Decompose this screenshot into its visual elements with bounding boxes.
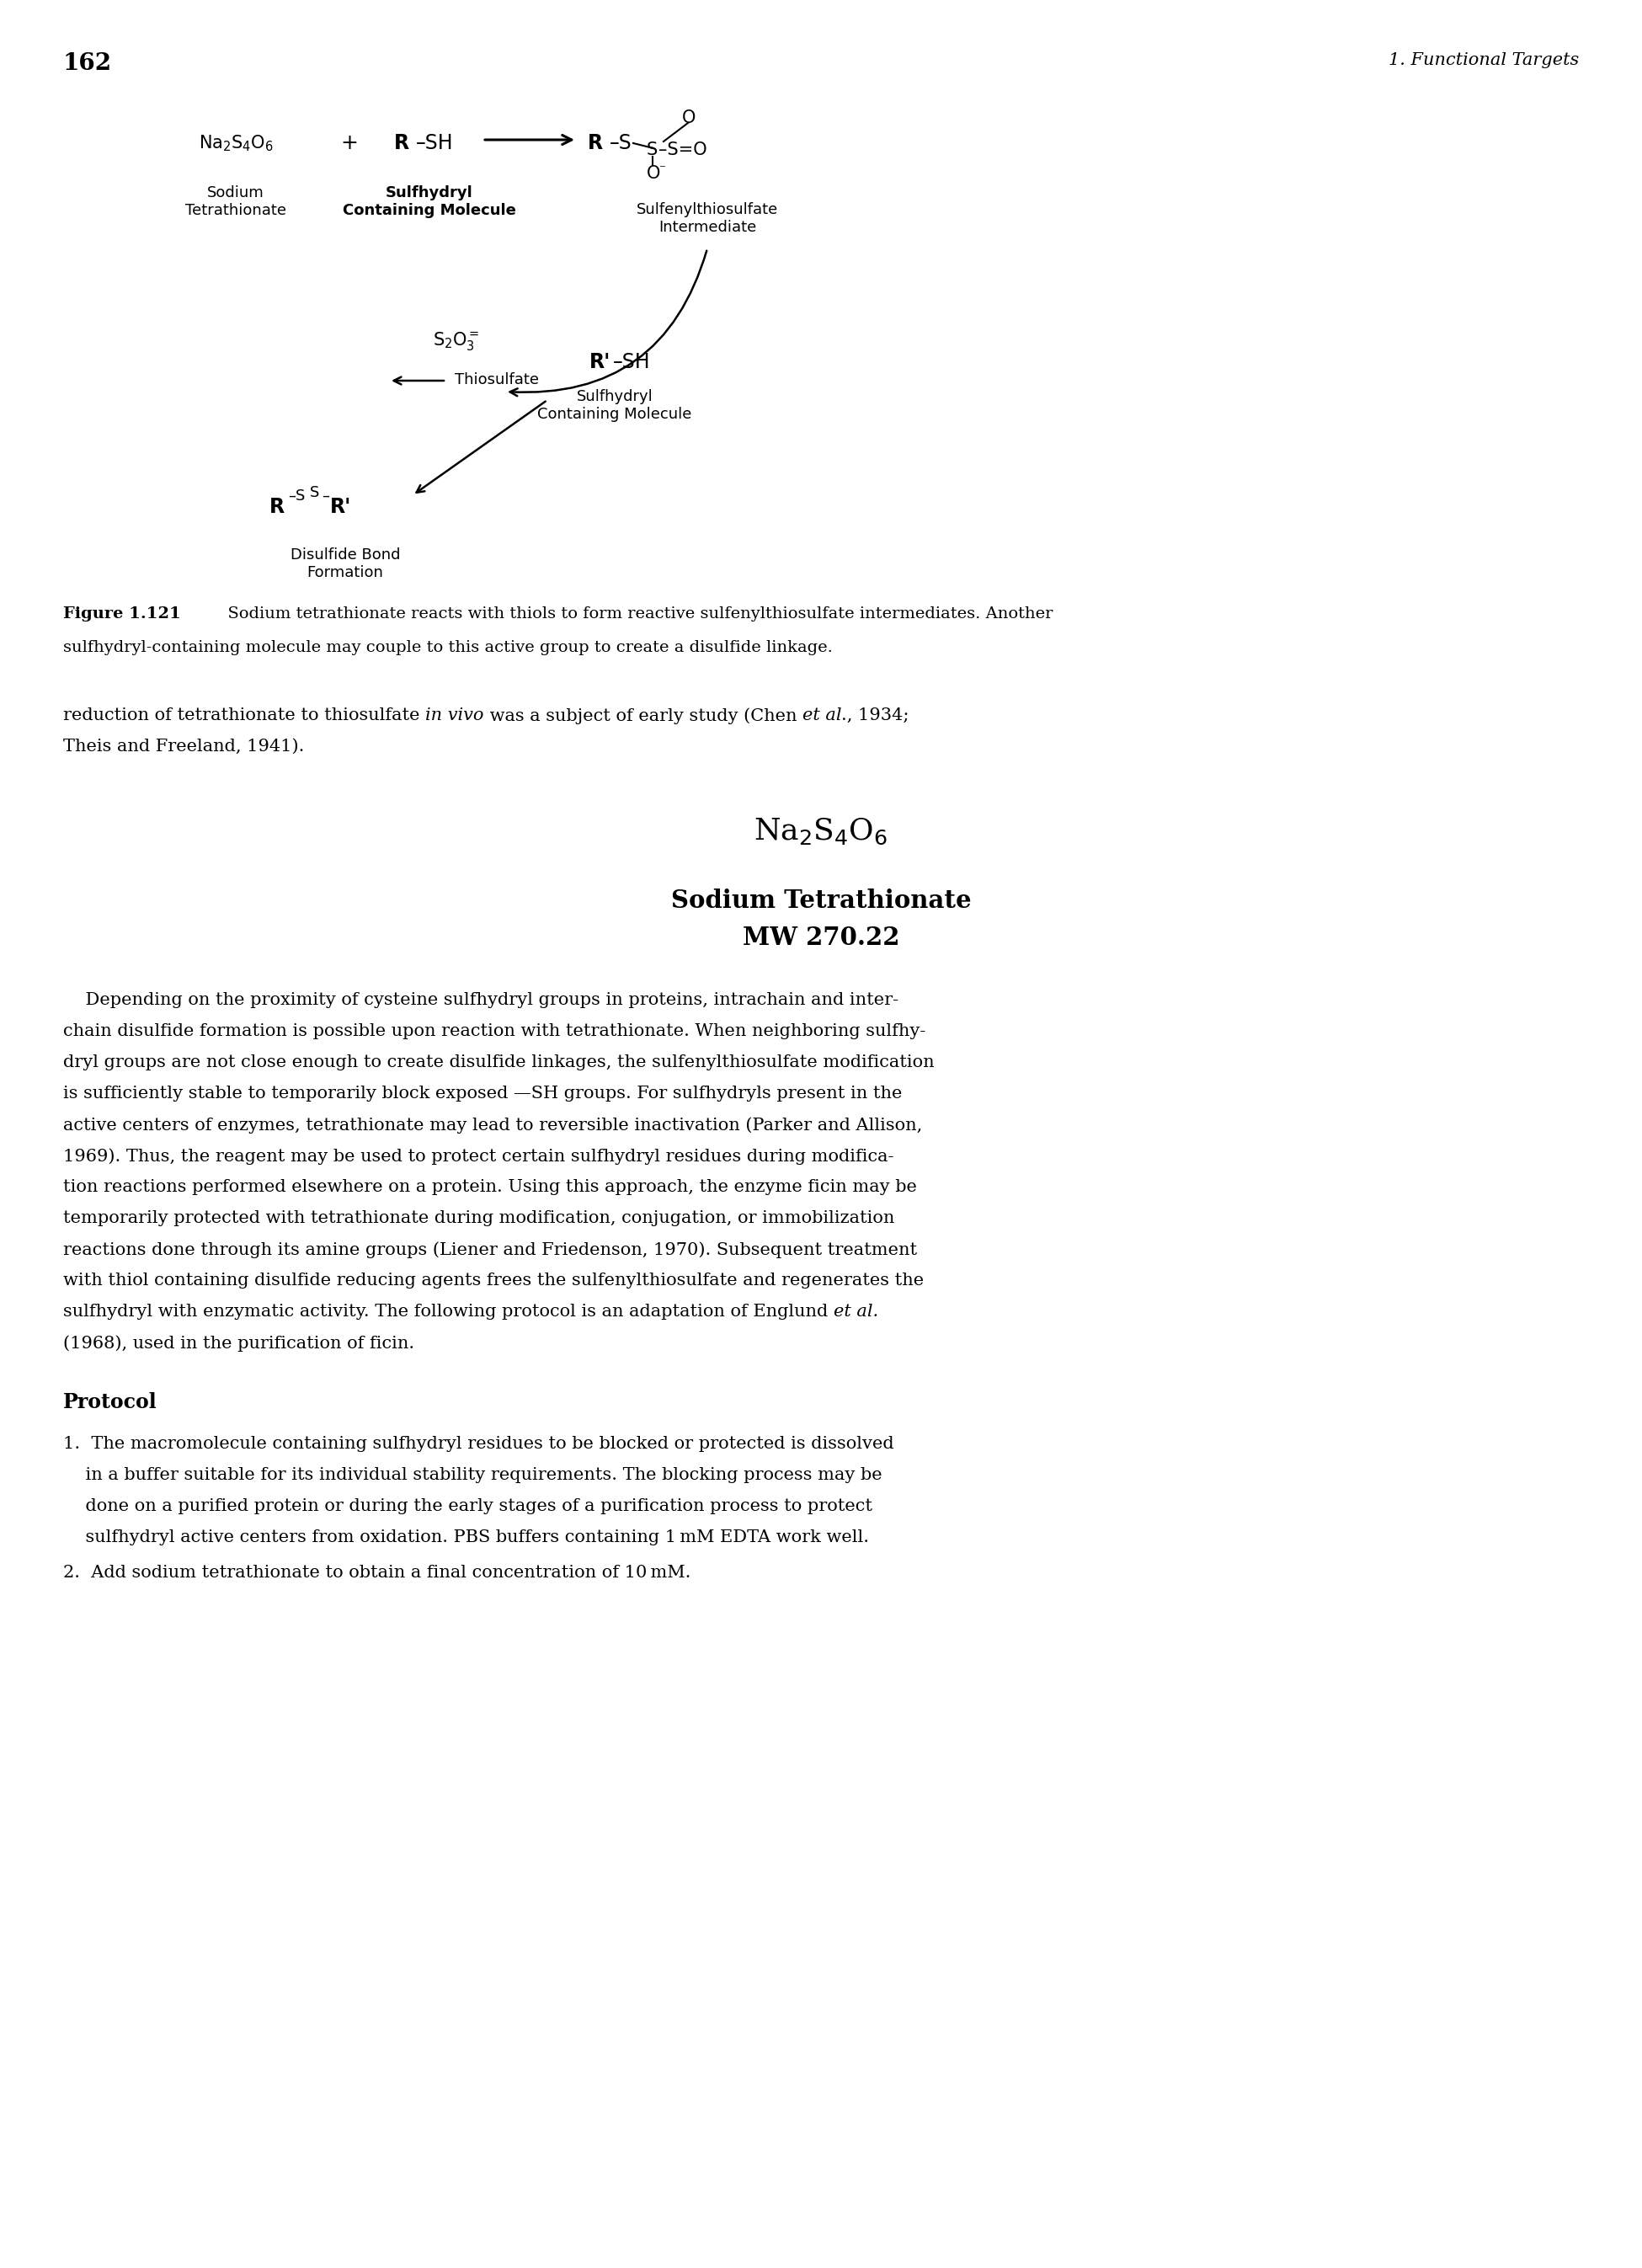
Text: dryl groups are not close enough to create disulfide linkages, the sulfenylthios: dryl groups are not close enough to crea… — [62, 1055, 934, 1070]
Text: reactions done through its amine groups (Liener and Friedenson, 1970). Subsequen: reactions done through its amine groups … — [62, 1241, 918, 1259]
Text: R: R — [588, 134, 603, 154]
Text: temporarily protected with tetrathionate during modification, conjugation, or im: temporarily protected with tetrathionate… — [62, 1211, 895, 1227]
Text: tion reactions performed elsewhere on a protein. Using this approach, the enzyme: tion reactions performed elsewhere on a … — [62, 1179, 916, 1195]
Text: +: + — [340, 134, 358, 154]
Text: ⁻: ⁻ — [660, 163, 667, 175]
FancyArrowPatch shape — [511, 252, 706, 397]
Text: in a buffer suitable for its individual stability requirements. The blocking pro: in a buffer suitable for its individual … — [62, 1467, 882, 1483]
Text: Depending on the proximity of cysteine sulfhydryl groups in proteins, intrachain: Depending on the proximity of cysteine s… — [62, 991, 898, 1007]
Text: S: S — [647, 141, 658, 159]
Text: Sodium tetrathionate reacts with thiols to form reactive sulfenylthiosulfate int: Sodium tetrathionate reacts with thiols … — [217, 606, 1053, 621]
Text: R': R' — [330, 497, 351, 517]
Text: was a subject of early study (Chen: was a subject of early study (Chen — [484, 708, 803, 723]
Text: with thiol containing disulfide reducing agents frees the sulfenylthiosulfate an: with thiol containing disulfide reducing… — [62, 1272, 924, 1288]
Text: reduction of tetrathionate to thiosulfate: reduction of tetrathionate to thiosulfat… — [62, 708, 425, 723]
Text: O: O — [647, 166, 660, 181]
Text: –SH: –SH — [612, 352, 650, 372]
Text: 1.  The macromolecule containing sulfhydryl residues to be blocked or protected : 1. The macromolecule containing sulfhydr… — [62, 1436, 893, 1452]
Text: Sodium
Tetrathionate: Sodium Tetrathionate — [186, 186, 286, 218]
Text: Sulfhydryl
Containing Molecule: Sulfhydryl Containing Molecule — [537, 390, 691, 422]
Text: R': R' — [589, 352, 611, 372]
Text: ., 1934;: ., 1934; — [841, 708, 910, 723]
Text: O: O — [681, 109, 696, 127]
Text: Theis and Freeland, 1941).: Theis and Freeland, 1941). — [62, 739, 304, 755]
Text: S$_2$O$_3^=$: S$_2$O$_3^=$ — [433, 331, 479, 352]
Text: MW 270.22: MW 270.22 — [742, 925, 900, 950]
Text: chain disulfide formation is possible upon reaction with tetrathionate. When nei: chain disulfide formation is possible up… — [62, 1023, 926, 1039]
Text: 162: 162 — [62, 52, 112, 75]
Text: Sulfhydryl
Containing Molecule: Sulfhydryl Containing Molecule — [343, 186, 516, 218]
Text: is sufficiently stable to temporarily block exposed —SH groups. For sulfhydryls : is sufficiently stable to temporarily bl… — [62, 1086, 901, 1102]
Text: Thiosulfate: Thiosulfate — [455, 372, 539, 388]
Text: sulfhydryl-containing molecule may couple to this active group to create a disul: sulfhydryl-containing molecule may coupl… — [62, 640, 832, 655]
Text: in vivo: in vivo — [425, 708, 484, 723]
Text: et al: et al — [803, 708, 841, 723]
Text: sulfhydryl active centers from oxidation. PBS buffers containing 1 mM EDTA work : sulfhydryl active centers from oxidation… — [62, 1529, 869, 1545]
Text: S: S — [310, 485, 320, 501]
Text: et al.: et al. — [834, 1304, 878, 1320]
Text: active centers of enzymes, tetrathionate may lead to reversible inactivation (Pa: active centers of enzymes, tetrathionate… — [62, 1116, 923, 1134]
Text: done on a purified protein or during the early stages of a purification process : done on a purified protein or during the… — [62, 1499, 872, 1515]
Text: R: R — [269, 497, 284, 517]
Text: Figure 1.121: Figure 1.121 — [62, 606, 181, 621]
Text: 2.  Add sodium tetrathionate to obtain a final concentration of 10 mM.: 2. Add sodium tetrathionate to obtain a … — [62, 1565, 691, 1581]
Text: 1969). Thus, the reagent may be used to protect certain sulfhydryl residues duri: 1969). Thus, the reagent may be used to … — [62, 1148, 893, 1163]
Text: Protocol: Protocol — [62, 1393, 158, 1413]
Text: R: R — [394, 134, 409, 154]
Text: Na$_2$S$_4$O$_6$: Na$_2$S$_4$O$_6$ — [754, 816, 888, 846]
Text: sulfhydryl with enzymatic activity. The following protocol is an adaptation of E: sulfhydryl with enzymatic activity. The … — [62, 1304, 834, 1320]
Text: –SH: –SH — [415, 134, 453, 154]
Text: Na$_2$S$_4$O$_6$: Na$_2$S$_4$O$_6$ — [199, 134, 273, 152]
Text: –S=O: –S=O — [658, 141, 708, 159]
Text: –S: –S — [609, 134, 632, 154]
Text: Sodium Tetrathionate: Sodium Tetrathionate — [672, 889, 970, 914]
Text: 1. Functional Targets: 1. Functional Targets — [1389, 52, 1580, 68]
Text: Disulfide Bond
Formation: Disulfide Bond Formation — [291, 547, 401, 581]
Text: Sulfenylthiosulfate
Intermediate: Sulfenylthiosulfate Intermediate — [637, 202, 778, 236]
Text: –S: –S — [287, 488, 305, 503]
Text: (1968), used in the purification of ficin.: (1968), used in the purification of fici… — [62, 1336, 414, 1352]
Text: –: – — [322, 488, 330, 503]
